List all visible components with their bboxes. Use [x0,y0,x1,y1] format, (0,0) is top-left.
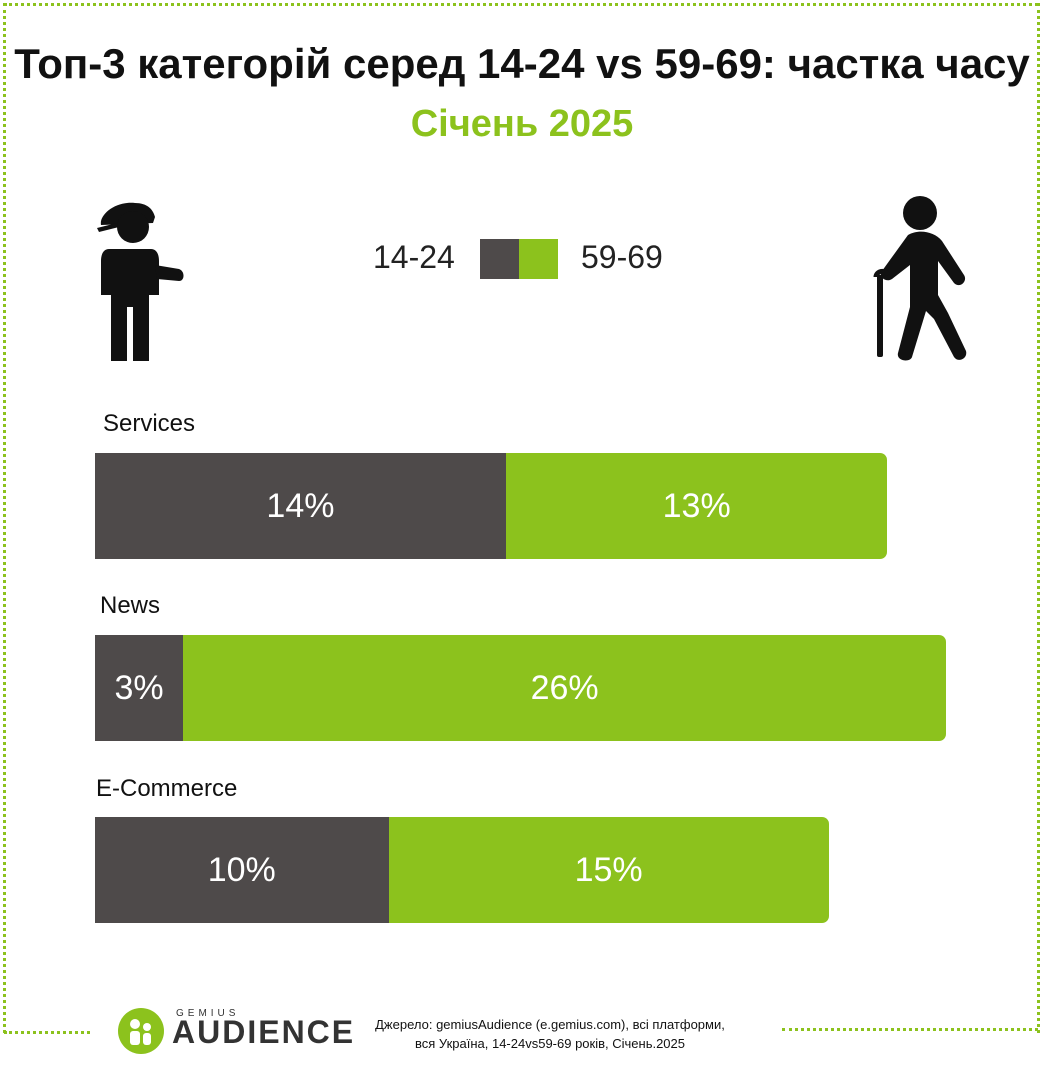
bar-e-commerce-14-24: 10% [95,817,389,923]
frame-border-bottom-right [782,1028,1038,1031]
logo-text-gemius: GEMIUS [176,1008,240,1019]
bar-services-14-24: 14% [95,453,506,559]
bar-news-14-24: 3% [95,635,184,741]
young-person-cap-icon [97,202,184,361]
frame-border-left [3,3,6,1033]
chart-subtitle: Січень 2025 [410,103,634,145]
source-note: Джерело: gemiusAudience (e.gemius.com), … [345,1015,755,1053]
bar-value-label: 3% [114,668,164,707]
bar-value-label: 26% [530,668,599,707]
bar-value-label: 14% [266,486,335,525]
source-line-2: вся Україна, 14-24vs59-69 років, Січень.… [414,1036,686,1051]
elderly-person-cane-icon [873,196,967,361]
legend-swatch-14-24 [480,239,519,279]
legend-label-59-69: 59-69 [581,239,663,275]
bar-value-label: 10% [207,850,276,889]
category-label-services: Services [103,410,196,437]
bar-news-59-69: 26% [183,635,947,741]
frame-border-bottom-left [4,1031,90,1034]
category-label-e-commerce: E-Commerce [96,775,238,802]
source-line-1: Джерело: gemiusAudience (e.gemius.com), … [375,1017,725,1032]
legend-label-14-24: 14-24 [373,239,455,275]
frame-border-right [1037,3,1040,1033]
gemius-audience-logo-icon [118,1008,164,1054]
legend-swatch-59-69 [519,239,558,279]
bar-services-59-69: 13% [505,453,888,559]
bar-value-label: 13% [662,486,731,525]
frame-border-top [4,3,1038,6]
bar-value-label: 15% [574,850,643,889]
chart-title: Топ-3 категорій серед 14-24 vs 59-69: ча… [14,40,1030,87]
category-label-news: News [100,592,161,619]
logo-text-audience: AUDIENCE [172,1014,356,1050]
bar-e-commerce-59-69: 15% [388,817,829,923]
